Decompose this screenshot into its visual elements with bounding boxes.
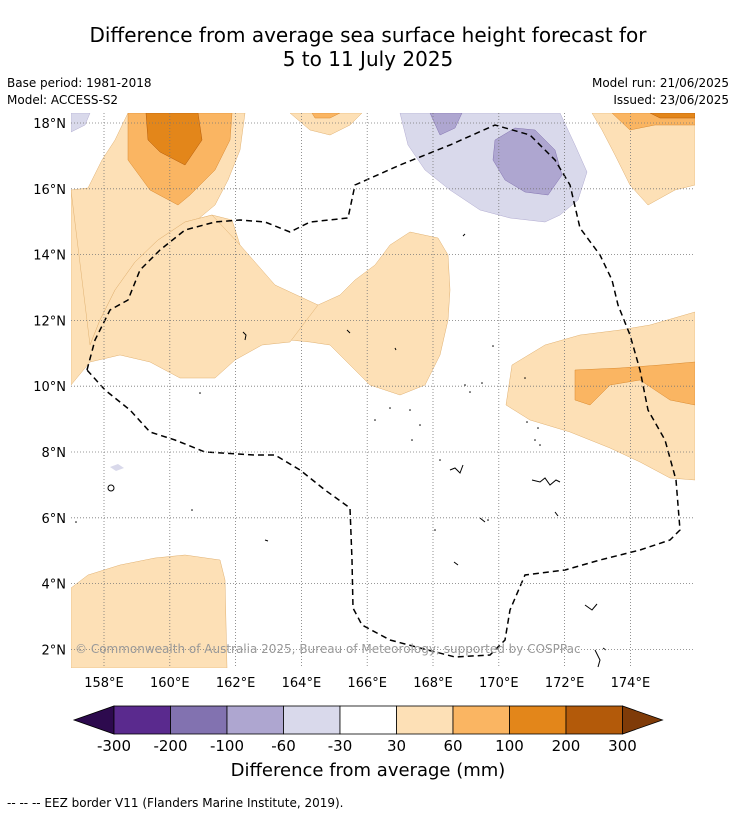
anomaly-region-100-200 <box>649 113 695 119</box>
colorbar-tick-label: 30 <box>387 737 406 755</box>
colorbar-segment <box>452 705 510 735</box>
longitude-tick-label: 158°E <box>84 676 124 691</box>
colorbar-tick-label: 100 <box>495 737 524 755</box>
model-label: Model: ACCESS-S2 <box>7 93 119 107</box>
colorbar-segment <box>509 705 567 735</box>
colorbar-tick-label: -200 <box>153 737 187 755</box>
latitude-tick-label: 4°N <box>42 578 67 593</box>
longitude-tick-label: 162°E <box>216 676 256 691</box>
colorbar-under-arrow <box>72 705 115 735</box>
gridlines <box>71 113 695 668</box>
colorbar-tick-label: -300 <box>97 737 131 755</box>
colorbar-segment <box>283 705 341 735</box>
colorbar-tick-label: 200 <box>552 737 581 755</box>
anomaly-region-60-100 <box>311 113 341 119</box>
longitude-tick-label: 168°E <box>413 676 453 691</box>
latitude-labels: 18°N 16°N 14°N 12°N 10°N 8°N 6°N 4°N 2°N <box>33 117 66 658</box>
anomaly-region-30-60 <box>289 113 363 136</box>
longitude-labels: 158°E 160°E 162°E 164°E 166°E 168°E 170°E 172°E… <box>84 676 650 691</box>
colorbar-segment <box>170 705 228 735</box>
colorbar-tick-label: -30 <box>328 737 353 755</box>
anomaly-region-neg60-neg100 <box>429 113 463 136</box>
anomaly-region-30-60 <box>505 311 695 481</box>
latitude-tick-label: 16°N <box>33 183 66 198</box>
contour-layer <box>71 113 695 668</box>
base-period-label: Base period: 1981-2018 <box>7 76 152 90</box>
eez-legend-footer: -- -- -- EEZ border V11 (Flanders Marine… <box>7 796 344 810</box>
colorbar-tick-label: -100 <box>210 737 244 755</box>
latitude-tick-label: 6°N <box>42 512 67 527</box>
longitude-tick-label: 170°E <box>479 676 519 691</box>
colorbar-title: Difference from average (mm) <box>230 760 506 781</box>
longitude-tick-label: 174°E <box>611 676 651 691</box>
colorbar-tick-label: -60 <box>271 737 296 755</box>
anomaly-region-30-60 <box>71 189 319 386</box>
map-title-line2: 5 to 11 July 2025 <box>282 47 454 71</box>
anomaly-region-30-60 <box>591 113 695 206</box>
latitude-tick-label: 12°N <box>33 314 66 329</box>
colorbar-segment <box>113 705 171 735</box>
colorbar-tick-label: 300 <box>608 737 637 755</box>
longitude-tick-label: 160°E <box>150 676 190 691</box>
islands <box>107 233 607 668</box>
copyright-text: © Commonwealth of Australia 2025, Bureau… <box>75 642 581 656</box>
anomaly-region-60-100 <box>574 361 695 406</box>
model-run-label: Model run: 21/06/2025 <box>591 76 729 90</box>
colorbar-segment <box>396 705 454 735</box>
anomaly-region-neg30-neg60 <box>71 113 91 133</box>
colorbar-segment <box>339 705 397 735</box>
latitude-tick-label: 10°N <box>33 380 66 395</box>
longitude-tick-label: 164°E <box>282 676 322 691</box>
anomaly-region-neg30-neg60 <box>110 464 124 471</box>
colorbar-tick-label: 60 <box>443 737 462 755</box>
longitude-tick-label: 166°E <box>347 676 387 691</box>
latitude-tick-label: 14°N <box>33 249 66 264</box>
issued-label: Issued: 23/06/2025 <box>613 93 729 107</box>
colorbar-segment <box>226 705 284 735</box>
colorbar-over-arrow <box>622 705 664 735</box>
colorbar: -300 -200 -100 -60 -30 30 60 100 200 300 <box>72 705 664 755</box>
latitude-tick-label: 2°N <box>42 643 67 658</box>
map-title-line1: Difference from average sea surface heig… <box>89 23 647 47</box>
latitude-tick-label: 18°N <box>33 117 66 132</box>
latitude-tick-label: 8°N <box>42 446 67 461</box>
longitude-tick-label: 172°E <box>545 676 585 691</box>
atoll-dots <box>75 345 541 531</box>
anomaly-region-100-200 <box>145 113 203 166</box>
colorbar-segment <box>565 705 623 735</box>
